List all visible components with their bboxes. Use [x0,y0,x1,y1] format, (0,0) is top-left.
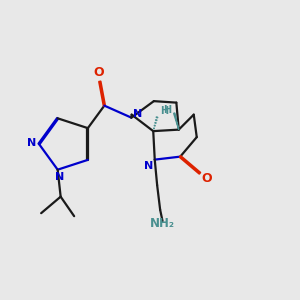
Text: N: N [143,160,153,171]
Text: O: O [201,172,212,185]
Polygon shape [174,113,179,130]
Text: N: N [55,172,64,182]
Text: O: O [93,66,104,79]
Text: NH₂: NH₂ [150,217,175,230]
Text: H: H [164,104,172,115]
Text: H: H [160,106,168,116]
Text: N: N [27,137,36,148]
Text: N: N [133,109,142,119]
